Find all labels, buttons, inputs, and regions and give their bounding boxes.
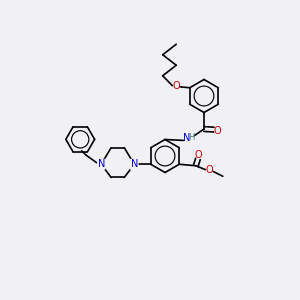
Text: N: N xyxy=(98,159,105,169)
Text: O: O xyxy=(206,165,213,175)
Text: N: N xyxy=(183,133,190,143)
Text: O: O xyxy=(172,81,180,91)
Text: N: N xyxy=(130,159,138,169)
Text: O: O xyxy=(214,125,221,136)
Text: H: H xyxy=(188,134,195,142)
Text: N: N xyxy=(130,159,138,169)
Text: N: N xyxy=(98,159,105,169)
Text: O: O xyxy=(195,150,202,160)
